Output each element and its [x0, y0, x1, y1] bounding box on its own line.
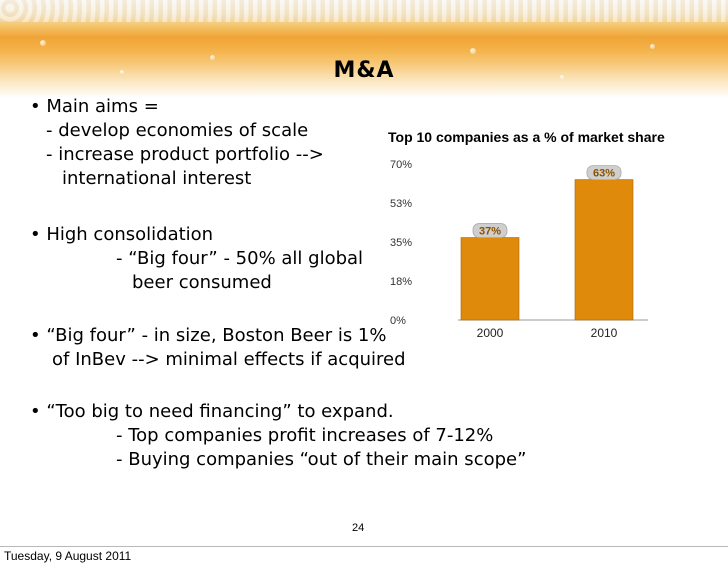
beer-banner — [0, 0, 728, 98]
bar-2010 — [574, 179, 634, 321]
x-tick-label: 2010 — [591, 326, 618, 340]
bar-2000 — [460, 237, 520, 321]
data-label: 63% — [593, 168, 615, 180]
bullet-financing: • “Too big to need financing” to expand. — [30, 401, 394, 422]
bullet-boston-beer: • “Big four” - in size, Boston Beer is 1… — [30, 325, 387, 346]
y-tick-label: 0% — [390, 315, 406, 327]
bullet-consolidation: • High consolidation — [30, 224, 214, 245]
sub-bullet-portfolio-cont: international interest — [62, 168, 252, 189]
sub-bullet-scope: - Buying companies “out of their main sc… — [116, 449, 527, 470]
market-share-chart: Top 10 companies as a % of market share … — [378, 124, 718, 354]
chart-title: Top 10 companies as a % of market share — [388, 129, 665, 145]
bubble — [210, 55, 215, 60]
bubble — [40, 40, 46, 46]
bullet-main-aims: • Main aims = — [30, 96, 159, 117]
bubble — [560, 75, 564, 79]
sub-bullet-profit: - Top companies profit increases of 7-12… — [116, 425, 494, 446]
y-tick-label: 18% — [390, 276, 412, 288]
foam-texture — [0, 0, 728, 22]
sub-bullet-big-four: - “Big four” - 50% all global — [116, 248, 364, 269]
bullet-boston-beer-cont: of InBev --> minimal effects if acquired — [52, 349, 406, 370]
slide-title: M&A — [333, 58, 395, 83]
y-tick-label: 70% — [390, 159, 412, 171]
bubble — [650, 44, 655, 49]
data-label: 37% — [479, 226, 501, 238]
sub-bullet-economies: - develop economies of scale — [46, 120, 309, 141]
data-label-bg — [586, 165, 622, 180]
bubble — [470, 48, 476, 54]
sub-bullet-portfolio: - increase product portfolio --> — [46, 144, 324, 165]
data-label-bg — [472, 223, 508, 238]
y-tick-label: 53% — [390, 198, 412, 210]
x-tick-label: 2000 — [477, 326, 504, 340]
page-number: 24 — [352, 522, 365, 534]
y-tick-label: 35% — [390, 237, 412, 249]
footer-date: Tuesday, 9 August 2011 — [4, 549, 132, 563]
bubble — [120, 70, 124, 74]
sub-bullet-big-four-cont: beer consumed — [132, 272, 272, 293]
footer-divider — [0, 546, 728, 547]
chart-plot: 0% 18% 35% 53% 70% 37% 2000 63% 2010 — [390, 159, 648, 340]
